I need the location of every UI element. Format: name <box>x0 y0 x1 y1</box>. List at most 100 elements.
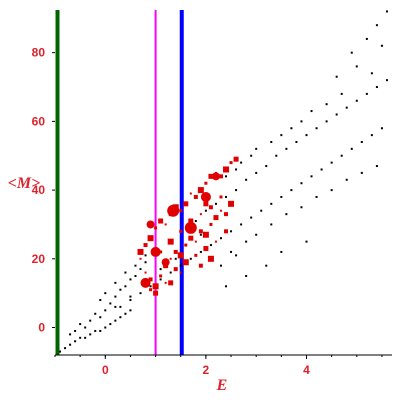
data-point <box>89 333 92 336</box>
y-tick-label: 20 <box>32 252 46 266</box>
data-point <box>69 343 72 346</box>
data-point <box>315 195 318 198</box>
data-point <box>199 233 202 236</box>
data-point <box>350 147 353 150</box>
data-point <box>280 134 283 137</box>
data-point <box>380 127 383 130</box>
data-point <box>154 226 158 230</box>
data-point <box>250 154 253 157</box>
data-point <box>375 86 378 89</box>
data-point <box>208 173 214 179</box>
data-point <box>385 10 388 13</box>
data-point <box>375 165 378 168</box>
data-point <box>144 254 147 257</box>
data-point <box>360 171 363 174</box>
data-point <box>218 174 223 179</box>
data-point <box>158 218 164 224</box>
data-point <box>219 195 223 199</box>
data-point <box>320 168 323 171</box>
data-point <box>124 271 127 274</box>
data-point <box>310 175 313 178</box>
data-point <box>134 264 137 267</box>
data-point <box>315 127 318 130</box>
data-point <box>153 290 159 296</box>
data-point-large <box>140 277 151 288</box>
data-point <box>202 231 209 238</box>
data-point <box>355 65 358 68</box>
data-point <box>188 218 194 224</box>
data-point-large <box>146 220 155 229</box>
data-point <box>79 336 82 339</box>
data-point <box>325 103 328 106</box>
data-point <box>189 192 192 195</box>
data-point <box>129 309 132 312</box>
data-point <box>370 134 373 137</box>
data-point <box>265 165 268 168</box>
data-point <box>355 99 358 102</box>
data-point <box>350 51 353 54</box>
data-point <box>360 140 363 143</box>
x-tick-label: 4 <box>303 363 310 377</box>
data-point <box>330 189 333 192</box>
data-point <box>270 140 273 143</box>
data-point <box>168 280 174 286</box>
data-point <box>213 215 219 221</box>
data-point <box>74 340 77 343</box>
data-point <box>159 268 162 271</box>
data-point <box>167 238 174 245</box>
data-point <box>340 92 343 95</box>
data-point <box>173 267 178 272</box>
data-point <box>300 206 303 209</box>
data-point <box>225 285 228 288</box>
data-point <box>229 161 233 165</box>
data-point <box>164 281 167 284</box>
data-point <box>194 220 197 223</box>
data-point <box>104 292 107 295</box>
data-point <box>203 201 209 207</box>
data-point <box>59 350 62 353</box>
x-tick-label: 0 <box>102 363 109 377</box>
data-point-large <box>211 172 220 181</box>
data-point <box>198 263 203 268</box>
data-point <box>179 264 182 267</box>
data-point <box>228 200 235 207</box>
data-point <box>174 257 177 260</box>
data-point <box>124 285 127 288</box>
data-point <box>233 156 239 162</box>
data-point <box>119 305 122 308</box>
data-point <box>224 212 229 217</box>
data-point <box>177 252 184 259</box>
data-point <box>240 161 243 164</box>
data-point <box>250 216 253 219</box>
data-point <box>209 222 213 226</box>
data-point <box>285 213 288 216</box>
data-point <box>219 209 222 212</box>
data-point <box>270 223 273 226</box>
data-point <box>225 195 228 198</box>
data-point <box>159 250 163 254</box>
data-point <box>114 305 117 308</box>
data-point <box>124 312 127 315</box>
data-point <box>255 233 258 236</box>
data-point <box>224 229 229 234</box>
data-point <box>335 75 338 78</box>
data-point <box>280 195 283 198</box>
data-point <box>169 257 172 260</box>
data-point <box>225 175 228 178</box>
data-point <box>305 240 308 243</box>
data-point <box>290 189 293 192</box>
data-point <box>179 209 183 213</box>
data-point <box>183 201 189 207</box>
data-point <box>245 274 248 277</box>
data-point <box>365 92 368 95</box>
axes <box>52 52 392 359</box>
data-point <box>184 243 188 247</box>
y-tick-label: 60 <box>32 114 46 128</box>
vertical-reference-lines <box>55 10 184 355</box>
data-point <box>300 120 303 123</box>
data-point <box>159 274 163 278</box>
data-point <box>235 168 238 171</box>
data-point <box>375 24 378 27</box>
data-point-large <box>161 258 170 267</box>
